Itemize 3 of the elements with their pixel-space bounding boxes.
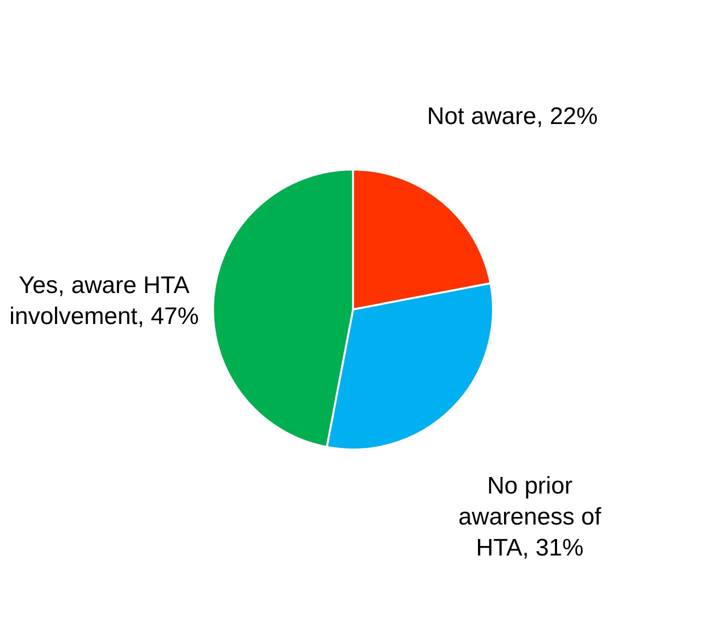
slice-label: Not aware, 22% [426,102,598,130]
slice-label: Yes, aware HTA involvement, 47% [9,272,199,330]
slice-label: No prior awareness of HTA, 31% [458,472,602,562]
